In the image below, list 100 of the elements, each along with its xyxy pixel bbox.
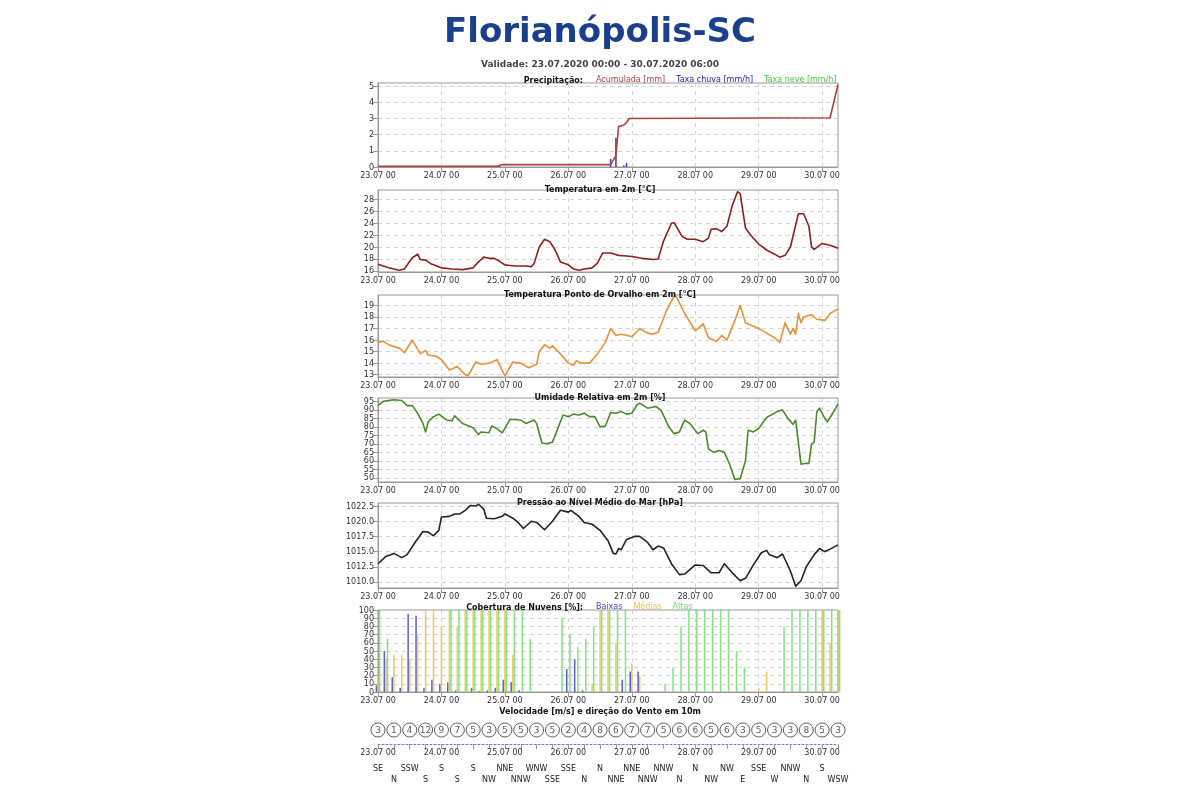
- text: S: [819, 763, 825, 773]
- x-tick-label: 30.07 00: [804, 380, 840, 390]
- x-tick-label: 25.07 00: [487, 695, 523, 705]
- y-tick-label: 15: [363, 347, 374, 357]
- category-label: 25.07 00: [487, 747, 523, 757]
- x-tick-label: 24.07 00: [423, 591, 460, 601]
- y-tick-label: 18: [363, 312, 374, 322]
- text: NW: [720, 763, 734, 773]
- x-tick-label: 26.07 00: [550, 485, 587, 495]
- y-tick-label: 85: [363, 413, 374, 423]
- data-label: 3: [375, 725, 381, 735]
- legend-label: Taxa neve [mm/h]: [763, 74, 837, 84]
- x-tick-label: 29.07 00: [740, 591, 777, 601]
- text: NNW: [510, 774, 531, 784]
- x-tick-label: 29.07 00: [740, 695, 777, 705]
- y-tick-label: 30: [363, 662, 374, 672]
- data-label: 9: [438, 725, 445, 735]
- y-tick-label: 2: [368, 130, 374, 140]
- x-tick-label: 24.07 00: [423, 170, 460, 180]
- category-label: 26.07 00: [550, 747, 587, 757]
- text: SE: [372, 763, 384, 773]
- x-tick-label: 30.07 00: [804, 170, 840, 180]
- x-tick-label: 28.07 00: [677, 380, 714, 390]
- chart-title: Temperatura Ponto de Orvalho em 2m [°C]: [504, 289, 696, 299]
- y-tick-label: 80: [363, 422, 374, 432]
- data-label: 3: [771, 725, 778, 735]
- category-label: 27.07 00: [613, 747, 650, 757]
- category-label: 30.07 00: [804, 747, 840, 757]
- y-tick-label: 16: [363, 266, 374, 276]
- text: N: [597, 763, 604, 773]
- y-tick-label: 75: [363, 430, 374, 440]
- x-tick-label: 25.07 00: [487, 485, 523, 495]
- x-tick-label: 27.07 00: [613, 485, 650, 495]
- text: SSE: [544, 774, 561, 784]
- x-tick-label: 26.07 00: [550, 695, 587, 705]
- chart-title: Pressão ao Nível Médio do Mar [hPa]: [516, 496, 684, 507]
- chart-subtitle: Validade: 23.07.2020 00:00 - 30.07.2020 06:00: [481, 58, 719, 69]
- text: NNW: [637, 774, 658, 784]
- text: N: [803, 774, 810, 784]
- y-tick-label: 1: [368, 146, 374, 156]
- text: Velocidade [m/s] e direção do Vento em 10m: [499, 706, 701, 716]
- data-label: 5: [502, 725, 508, 735]
- x-tick-label: 29.07 00: [740, 380, 777, 390]
- y-tick-label: 90: [363, 613, 374, 623]
- text: Baixas: [596, 601, 623, 611]
- text: S: [438, 763, 444, 773]
- x-tick-label: 28.07 00: [677, 170, 714, 180]
- chart-title: Florianópolis-SC: [444, 10, 756, 50]
- x-tick-label: 30.07 00: [804, 695, 840, 705]
- y-tick-label: 65: [363, 447, 374, 457]
- category-label: 29.07 00: [740, 747, 777, 757]
- chart-title: Umidade Relativa em 2m [%]: [534, 392, 666, 402]
- data-label: 7: [628, 725, 635, 735]
- y-tick-label: 13: [363, 370, 374, 380]
- x-tick-label: 23.07 00: [360, 485, 396, 495]
- data-label: 3: [739, 725, 746, 735]
- y-tick-label: 20: [363, 242, 374, 252]
- y-tick-label: 0: [368, 687, 374, 697]
- y-tick-label: 10: [363, 679, 374, 689]
- y-tick-label: 19: [363, 300, 374, 310]
- text: W: [770, 774, 779, 784]
- y-tick-label: 70: [363, 630, 374, 640]
- chart-title: Temperatura em 2m [°C]: [544, 184, 656, 194]
- legend-title: Cobertura de Nuvens [%]:: [466, 602, 584, 612]
- text: S: [470, 763, 476, 773]
- text: SSE: [751, 763, 767, 773]
- y-tick-label: 70: [363, 439, 374, 449]
- category-label: 24.07 00: [423, 747, 460, 757]
- text: NNW: [653, 763, 674, 773]
- text: N: [390, 774, 397, 784]
- x-tick-label: 23.07 00: [360, 170, 396, 180]
- x-tick-label: 24.07 00: [423, 695, 460, 705]
- y-tick-label: 55: [363, 464, 374, 474]
- data-label: 5: [549, 725, 556, 735]
- text: WSW: [827, 774, 849, 784]
- x-tick-label: 30.07 00: [804, 591, 840, 601]
- x-tick-label: 27.07 00: [613, 380, 650, 390]
- text: Médias: [633, 600, 662, 611]
- y-tick-label: 60: [363, 456, 374, 466]
- y-tick-label: 28: [363, 195, 374, 205]
- y-tick-label: 80: [363, 621, 374, 631]
- text: NW: [704, 774, 719, 784]
- x-tick-label: 26.07 00: [550, 275, 587, 285]
- text: NNE: [607, 774, 625, 784]
- y-tick-label: 95: [363, 396, 374, 406]
- data-label: 4: [581, 725, 588, 735]
- x-tick-label: 29.07 00: [740, 170, 777, 180]
- x-tick-label: 28.07 00: [677, 591, 714, 601]
- x-tick-label: 29.07 00: [740, 485, 777, 495]
- text: Taxa chuva [mm/h]: [675, 74, 754, 84]
- data-label: 5: [708, 725, 714, 735]
- x-tick-label: 28.07 00: [677, 275, 714, 285]
- data-label: 6: [724, 725, 731, 735]
- text: WNW: [525, 763, 548, 773]
- x-tick-label: 29.07 00: [740, 275, 777, 285]
- x-tick-label: 27.07 00: [613, 591, 650, 601]
- x-tick-label: 23.07 00: [360, 380, 396, 390]
- y-tick-label: 90: [363, 405, 374, 415]
- y-tick-label: 22: [363, 230, 374, 240]
- y-tick-label: 1017.5: [346, 531, 374, 541]
